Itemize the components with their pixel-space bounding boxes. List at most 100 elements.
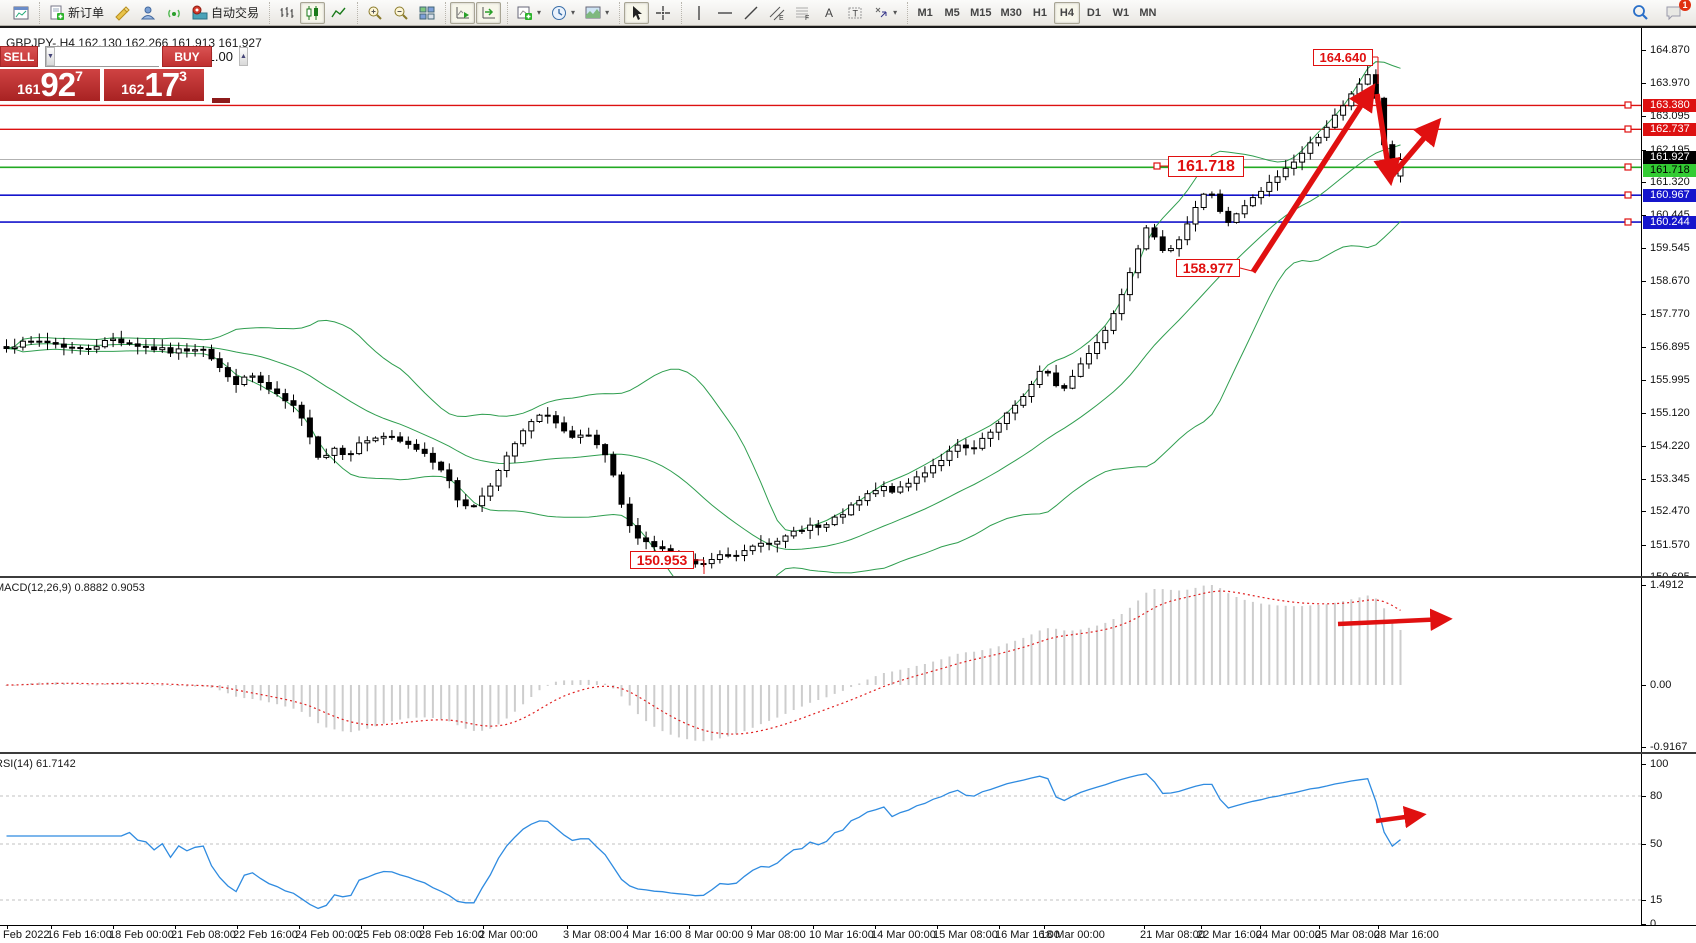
candle-body (1159, 236, 1166, 251)
timeframe-h4-button[interactable]: H4 (1053, 1, 1080, 24)
candle-body (864, 493, 871, 502)
macd-histogram-bar (874, 676, 877, 685)
trend-arrow[interactable] (1387, 117, 1442, 180)
timeframe-h1-button[interactable]: H1 (1032, 6, 1047, 19)
trend-arrow[interactable] (1373, 93, 1401, 187)
new-order-button[interactable]: 新订单 (44, 2, 108, 24)
sell-price[interactable]: 161 92 7 (0, 68, 100, 101)
macd-trend-arrow[interactable] (1337, 608, 1453, 631)
line-handle[interactable] (1624, 163, 1632, 171)
signal-button[interactable] (161, 2, 186, 24)
line-handle[interactable] (1624, 218, 1632, 226)
price-annotation-158.977[interactable]: 158.977 (1176, 259, 1240, 277)
buy-button[interactable]: BUY (162, 46, 212, 67)
candle-body (552, 415, 559, 424)
macd-histogram-bar (661, 685, 664, 732)
timeframe-w1-button[interactable]: W1 (1112, 6, 1130, 19)
macd-histogram-bar (522, 685, 525, 705)
buy-price[interactable]: 162 17 3 (104, 68, 204, 101)
dropdown-caret-icon[interactable]: ▾ (605, 8, 610, 17)
timeframe-m5-button[interactable]: M5 (944, 6, 960, 19)
candle-body (561, 422, 568, 432)
time-axis-label: 14 Mar 00:00 (871, 929, 936, 941)
trend-arrow[interactable] (1250, 83, 1376, 274)
chart-window-button[interactable] (8, 2, 33, 24)
zoom-out-button[interactable] (388, 2, 413, 24)
price-annotation-161.718[interactable]: 161.718 (1168, 156, 1244, 177)
panel-separator[interactable] (0, 576, 1696, 578)
horizontal-line-button[interactable] (712, 2, 737, 24)
timeframe-m30-button[interactable]: M30 (1000, 6, 1022, 19)
notification-badge[interactable]: 1 (1679, 0, 1691, 11)
zoom-out-icon (392, 4, 409, 21)
new-chart-button[interactable]: ▾ (512, 2, 545, 24)
dropdown-caret-icon[interactable]: ▾ (571, 8, 576, 17)
line-handle[interactable] (1153, 162, 1161, 170)
profiles-button[interactable] (135, 2, 160, 24)
auto-scroll-button[interactable] (450, 1, 476, 24)
cursor-button[interactable] (624, 1, 650, 24)
cursor-icon (628, 4, 645, 21)
tile-windows-button[interactable] (414, 2, 439, 24)
price-label-chip-160.244[interactable]: 160.244 (1643, 216, 1696, 229)
price-label-chip-161.718[interactable]: 161.718 (1643, 164, 1696, 177)
autotrade-button[interactable]: 自动交易 (187, 2, 263, 24)
chat-button[interactable]: 1 (1661, 0, 1691, 24)
price-axis: 164.870 163.970 163.095 162.195 161.320 160.4… (1641, 28, 1696, 583)
zoom-in-button[interactable] (362, 2, 387, 24)
panel-separator[interactable] (0, 752, 1696, 754)
sell-button[interactable]: SELL (0, 46, 38, 67)
fibonacci-button[interactable]: F (790, 2, 815, 24)
dropdown-caret-icon[interactable]: ▾ (537, 8, 542, 17)
timeframe-d1-button[interactable]: D1 (1086, 6, 1101, 19)
crayon-button[interactable] (109, 2, 134, 24)
text-label-button[interactable]: T (842, 2, 867, 24)
buy-price-sup: 3 (179, 68, 187, 84)
line-handle[interactable] (1624, 191, 1632, 199)
candle-body (134, 343, 141, 347)
line-handle[interactable] (1624, 125, 1632, 133)
line-handle[interactable] (1624, 101, 1632, 109)
channel-button[interactable]: E (764, 2, 789, 24)
svg-text:E: E (779, 15, 784, 21)
crosshair-button[interactable] (650, 2, 675, 24)
period-button[interactable]: ▾ (546, 2, 579, 24)
autotrade-icon (191, 4, 208, 21)
volume-decrease-button[interactable]: ▼ (46, 47, 55, 66)
price-annotation-164.640[interactable]: 164.640 (1313, 49, 1373, 66)
price-label-chip-162.737[interactable]: 162.737 (1643, 123, 1696, 136)
candles-button[interactable] (300, 1, 326, 24)
timeframe-m15-button[interactable]: M15 (970, 6, 992, 19)
search-icon (1632, 4, 1649, 21)
dropdown-caret-icon[interactable]: ▾ (893, 8, 898, 17)
macd-histogram-bar (1137, 600, 1140, 685)
candle-body (44, 340, 51, 344)
template-button[interactable]: ▾ (580, 2, 613, 24)
trendline-button[interactable] (738, 2, 763, 24)
new-order-icon (48, 4, 65, 21)
price-label-chip-161.927[interactable]: 161.927 (1643, 151, 1696, 164)
text-icon: A (820, 4, 837, 21)
text-button[interactable]: A (816, 2, 841, 24)
price-panel: GBPJPY-,H4 162.130 162.266 161.913 161.9… (0, 26, 1696, 583)
arrows-button[interactable]: ▾ (868, 2, 901, 24)
timeframe-m1-button[interactable]: M1 (917, 6, 933, 19)
candle-body (159, 347, 166, 351)
rsi-trend-arrow[interactable] (1375, 805, 1427, 829)
macd-histogram-bar (1202, 585, 1205, 685)
search-button[interactable] (1628, 2, 1653, 24)
volume-increase-button[interactable]: ▲ (238, 47, 248, 66)
channel-icon: E (768, 4, 785, 21)
macd-histogram-bar (735, 685, 738, 735)
price-label-chip-160.967[interactable]: 160.967 (1643, 189, 1696, 202)
line-chart-button[interactable] (326, 2, 351, 24)
bars-button[interactable] (274, 2, 299, 24)
candle-body (454, 480, 461, 501)
candle-body (749, 545, 756, 552)
vertical-line-button[interactable] (686, 2, 711, 24)
chart-shift-button[interactable] (476, 1, 502, 24)
price-label-chip-163.380[interactable]: 163.380 (1643, 99, 1696, 112)
macd-histogram-bar (325, 685, 328, 728)
price-annotation-150.953[interactable]: 150.953 (630, 551, 694, 569)
timeframe-mn-button[interactable]: MN (1139, 6, 1157, 19)
